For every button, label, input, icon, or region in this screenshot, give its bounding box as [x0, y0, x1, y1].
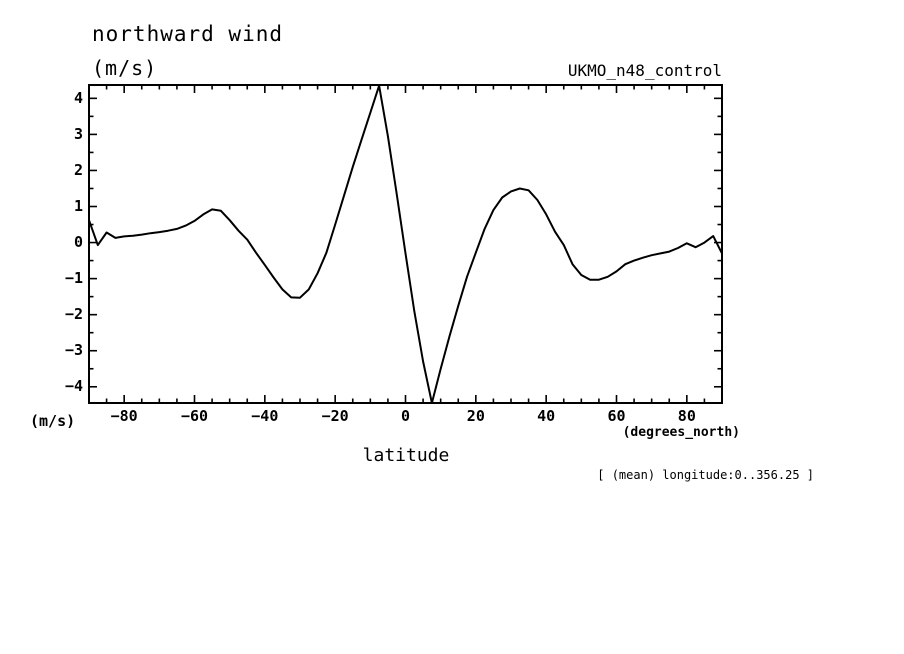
y-tick-label: 2	[73, 160, 83, 179]
x-axis-title: latitude	[362, 445, 450, 466]
y-tick-label: −4	[64, 377, 83, 396]
plot-title: northward wind	[92, 22, 284, 46]
y-tick-label: −1	[64, 269, 83, 288]
x-axis-unit: (degrees_north)	[622, 425, 740, 440]
y-tick-label: −3	[64, 341, 83, 360]
y-tick-label: 4	[73, 88, 83, 107]
x-tick-label: 20	[466, 407, 485, 425]
y-axis-units-top: (m/s)	[92, 56, 158, 80]
dataset-label: UKMO_n48_control	[567, 61, 722, 80]
x-tick-label: −80	[110, 407, 138, 425]
x-tick-label: −20	[321, 407, 349, 425]
data-series-line	[88, 84, 723, 404]
y-tick-label: 0	[73, 233, 83, 252]
x-tick-label: 80	[677, 407, 696, 425]
x-tick-label: 0	[400, 407, 411, 425]
x-tick-label: 40	[537, 407, 556, 425]
x-tick-label: −60	[180, 407, 209, 425]
footer-annotation: [ (mean) longitude:0..356.25 ]	[597, 468, 814, 482]
x-tick-label: −40	[251, 407, 279, 425]
axis-box	[88, 84, 723, 404]
y-tick-label: 3	[73, 124, 83, 143]
y-tick-label: 1	[73, 197, 83, 215]
x-tick-label: 60	[607, 407, 626, 425]
y-axis-unit-bottom: (m/s)	[30, 412, 76, 430]
y-tick-label: −2	[64, 305, 83, 324]
